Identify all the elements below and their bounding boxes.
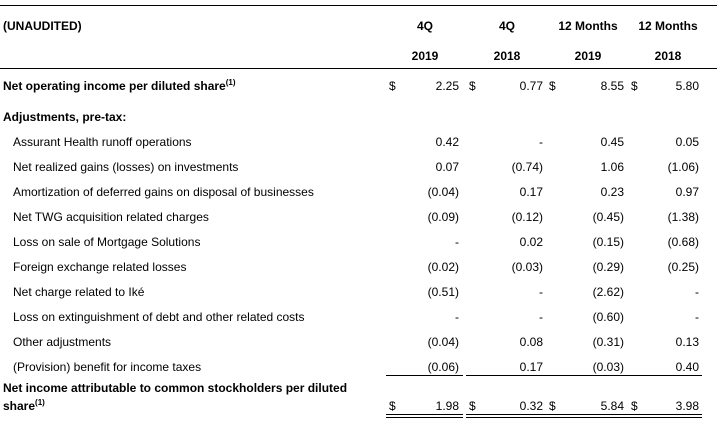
net-operating-label: Net operating income per diluted share(1… (3, 78, 236, 94)
value-cell: (1.06) (667, 160, 699, 174)
value-cell: (0.09) (427, 210, 459, 224)
currency-symbol: $ (389, 79, 396, 93)
column-period-label: 12 Months (558, 19, 618, 33)
underline-rule (386, 414, 463, 415)
column-period-label: 12 Months (638, 19, 698, 33)
value-cell: - (539, 310, 543, 324)
value-cell: (0.15) (592, 235, 624, 249)
value-cell: (0.60) (592, 310, 624, 324)
value-cell: 3.98 (675, 399, 699, 413)
value-cell: (0.45) (592, 210, 624, 224)
row-label: Loss on extinguishment of debt and other… (13, 310, 305, 324)
adjustments-heading: Adjustments, pre-tax: (3, 110, 127, 124)
row-label: Net TWG acquisition related charges (13, 210, 209, 224)
double-underline-rule (386, 417, 463, 418)
column-year-label: 2019 (574, 49, 602, 63)
column-year-label: 2019 (411, 49, 439, 63)
row-label: Other adjustments (13, 335, 112, 349)
underline-rule (628, 375, 702, 376)
column-period-label: 4Q (498, 19, 515, 33)
value-cell: 8.55 (600, 79, 624, 93)
value-cell: (1.38) (667, 210, 699, 224)
column-year-label: 2018 (493, 49, 521, 63)
currency-symbol: $ (469, 399, 476, 413)
value-cell: (0.12) (511, 210, 543, 224)
value-cell: (0.68) (667, 235, 699, 249)
value-cell: 2.25 (435, 79, 459, 93)
double-underline-rule (546, 417, 628, 418)
value-cell: 0.17 (519, 360, 543, 374)
row-label: Net charge related to Iké (13, 285, 145, 299)
value-cell: 1.06 (600, 160, 624, 174)
value-cell: - (695, 310, 699, 324)
row-label: Foreign exchange related losses (13, 260, 187, 274)
underline-rule (546, 414, 628, 415)
header-rule (0, 68, 717, 69)
value-cell: 0.02 (519, 235, 543, 249)
row-label: Assurant Health runoff operations (13, 135, 192, 149)
currency-symbol: $ (549, 79, 556, 93)
underline-rule (546, 375, 628, 376)
underline-rule (628, 414, 702, 415)
column-year-label: 2018 (654, 49, 682, 63)
value-cell: (0.02) (427, 260, 459, 274)
value-cell: (0.29) (592, 260, 624, 274)
net-income-label-line2: share(1) (3, 398, 45, 414)
double-underline-rule (628, 417, 702, 418)
value-cell: (0.31) (592, 335, 624, 349)
value-cell: 0.05 (675, 135, 699, 149)
column-period-label: 4Q (416, 19, 433, 33)
value-cell: (0.74) (511, 160, 543, 174)
top-rule (0, 5, 717, 6)
currency-symbol: $ (549, 399, 556, 413)
value-cell: 5.84 (600, 399, 624, 413)
value-cell: 1.98 (435, 399, 459, 413)
value-cell: (0.03) (511, 260, 543, 274)
value-cell: (0.06) (427, 360, 459, 374)
value-cell: 0.17 (519, 185, 543, 199)
row-label: Amortization of deferred gains on dispos… (13, 185, 314, 199)
currency-symbol: $ (469, 79, 476, 93)
underline-rule (466, 375, 546, 376)
row-label: Loss on sale of Mortgage Solutions (13, 235, 201, 249)
value-cell: (0.04) (427, 335, 459, 349)
value-cell: 5.80 (675, 79, 699, 93)
row-label: (Provision) benefit for income taxes (13, 360, 202, 374)
value-cell: 0.23 (600, 185, 624, 199)
underline-rule (386, 375, 463, 376)
unaudited-label: (UNAUDITED) (3, 19, 82, 33)
row-label: Net realized gains (losses) on investmen… (13, 160, 239, 174)
currency-symbol: $ (631, 399, 638, 413)
value-cell: 0.07 (435, 160, 459, 174)
value-cell: (2.62) (592, 285, 624, 299)
value-cell: 0.08 (519, 335, 543, 349)
currency-symbol: $ (631, 79, 638, 93)
value-cell: - (455, 310, 459, 324)
value-cell: 0.77 (519, 79, 543, 93)
value-cell: 0.42 (435, 135, 459, 149)
value-cell: 0.97 (675, 185, 699, 199)
value-cell: (0.25) (667, 260, 699, 274)
net-income-label-line1: Net income attributable to common stockh… (3, 381, 348, 395)
underline-rule (466, 414, 546, 415)
value-cell: (0.03) (592, 360, 624, 374)
currency-symbol: $ (389, 399, 396, 413)
value-cell: 0.32 (519, 399, 543, 413)
value-cell: - (695, 285, 699, 299)
value-cell: 0.13 (675, 335, 699, 349)
value-cell: 0.45 (600, 135, 624, 149)
double-underline-rule (466, 417, 546, 418)
value-cell: - (539, 135, 543, 149)
value-cell: 0.40 (675, 360, 699, 374)
value-cell: - (455, 235, 459, 249)
value-cell: - (539, 285, 543, 299)
value-cell: (0.51) (427, 285, 459, 299)
value-cell: (0.04) (427, 185, 459, 199)
